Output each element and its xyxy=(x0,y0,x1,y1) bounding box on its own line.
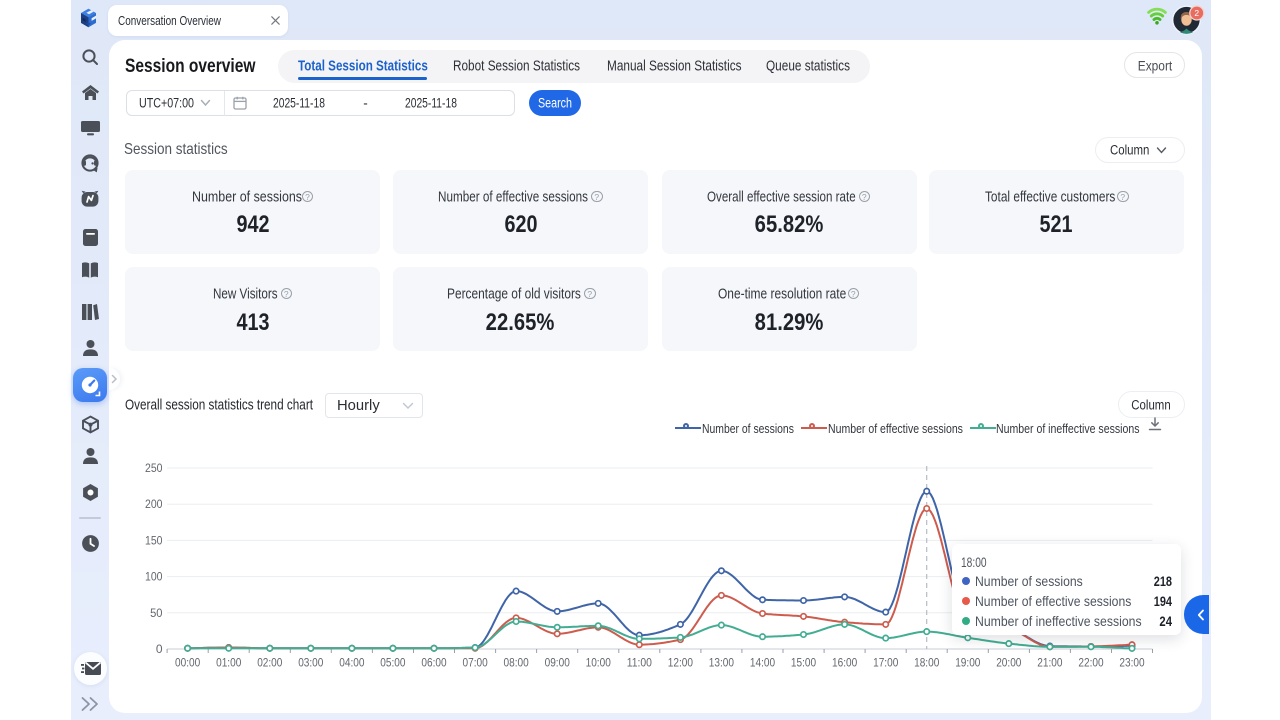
svg-text:2: 2 xyxy=(1194,8,1199,18)
